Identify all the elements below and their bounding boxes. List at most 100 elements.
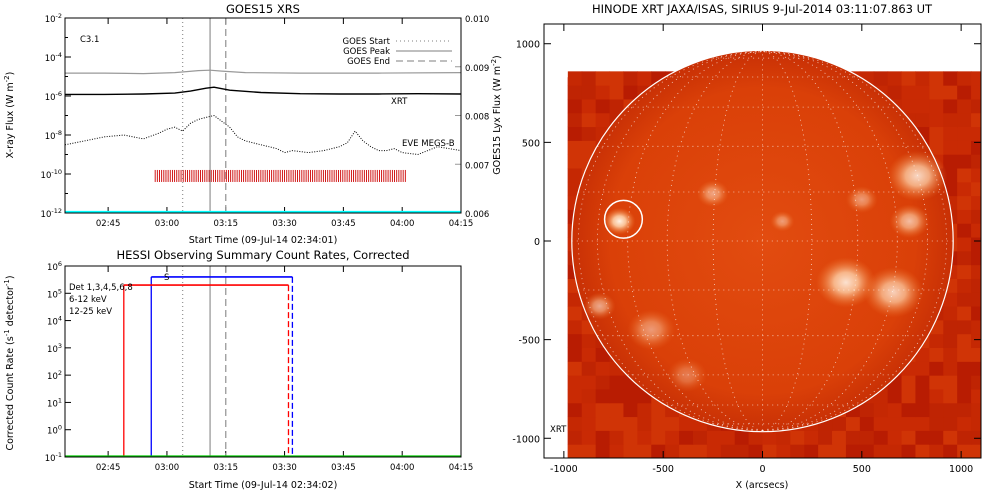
xrt-mottle-block (971, 71, 981, 86)
xrt-mottle-block (692, 444, 708, 458)
xrt-mottle-block (971, 375, 981, 390)
goes-y-tick-exp: -2 (56, 12, 62, 20)
goes-y-tick-label: 10-12 (41, 207, 62, 220)
goes-y-tick-base: 10 (45, 132, 56, 142)
bright-region (889, 204, 930, 239)
goes-x-tick-label: 03:45 (331, 219, 356, 229)
xrt-mottle-block (859, 430, 875, 445)
xrt-mottle-block (915, 85, 930, 100)
xrt-mottle-block (679, 444, 694, 458)
goes-right-tick-label: 0.006 (465, 210, 489, 220)
xrt-mottle-block (915, 430, 930, 445)
bright-region (696, 180, 729, 208)
goes-y-tick-label: 10-4 (45, 51, 62, 64)
xrt-mottle-block (943, 154, 958, 169)
xrt-mottle-block (567, 402, 583, 418)
xrt-mottle-block (915, 71, 930, 86)
goes-x-tick-label: 04:00 (390, 219, 415, 229)
hessi-y-tick-exp: 6 (58, 260, 62, 268)
goes-y-tick-base: 10 (45, 93, 56, 103)
xrt-mottle-block (957, 347, 972, 362)
xrt-mottle-block (637, 444, 652, 458)
xrt-mottle-block (957, 402, 972, 418)
goes-y-tick-exp: -6 (56, 90, 62, 98)
xrt-mottle-block (804, 444, 819, 458)
goes-x-tick-label: 03:00 (155, 219, 180, 229)
xrt-mottle-block (929, 333, 944, 349)
goes-right-axis: 0.010 0.009 0.008 0.007 0.006 (455, 15, 489, 220)
xrt-x-tick-label: 1000 (949, 464, 973, 475)
xrt-mottle-block (873, 430, 889, 445)
xrt-mottle-block (915, 388, 930, 404)
hessi-y-tick-base: 10 (47, 345, 58, 355)
xrt-mottle-block (859, 416, 875, 431)
hessi-y-tick-base: 10 (47, 399, 58, 409)
xrt-mottle-block (901, 98, 916, 114)
goes-y-tick-label: 10-8 (45, 129, 62, 142)
xrt-mottle-block (929, 388, 944, 404)
xrt-mottle-block (637, 402, 652, 418)
xrt-mottle-block (581, 402, 597, 418)
xrt-mottle-block (859, 402, 875, 418)
xrt-mottle-block (957, 319, 972, 335)
xrt-mottle-block (915, 402, 930, 418)
xrt-mottle-block (915, 112, 930, 128)
xrt-mottle-block (873, 71, 889, 86)
hessi-y-tick-label: 101 (47, 396, 62, 409)
xrt-mottle-block (971, 278, 981, 293)
xrt-mottle-block (581, 333, 597, 349)
xrt-mottle-block (720, 430, 736, 445)
xrt-mottle-block (971, 319, 981, 335)
grid-longitude-line (762, 51, 948, 431)
xrt-mottle-block (581, 416, 597, 431)
xrt-mottle-block (929, 402, 944, 418)
xrt-mottle-block (651, 416, 666, 431)
xrt-mottle-block (901, 375, 916, 390)
xrt-mottle-block (567, 388, 583, 404)
xrt-mottle-block (706, 444, 722, 458)
xrt-mottle-block (957, 126, 972, 141)
xrt-mottle-block (971, 361, 981, 376)
xrt-mottle-block (943, 319, 958, 335)
xrt-mottle-block (873, 444, 889, 458)
xrt-mottle-block (567, 154, 583, 169)
xrt-mottle-block (957, 264, 972, 279)
xrt-x-axis: -1000 -500 0 500 1000 (550, 24, 973, 475)
goes-lyx-series (65, 69, 461, 75)
xrt-mottle-block (609, 402, 624, 418)
xrt-mottle-block (609, 444, 624, 458)
bright-region (770, 211, 795, 232)
xrt-mottle-block (901, 85, 916, 100)
goes-y-tick-exp: -8 (56, 129, 62, 137)
xrt-mottle-block (581, 112, 597, 128)
hessi-y-label-e2: -1 (3, 279, 11, 286)
hessi-y-label-a: Corrected Count Rate (s (5, 336, 16, 450)
hessi-legend-12-25: 12-25 keV (69, 307, 112, 317)
goes-eve-label: EVE MEGS-B (402, 139, 455, 149)
xrt-mottle-block (567, 85, 583, 100)
xrt-y-tick-label: -500 (518, 336, 540, 347)
xrt-mottle-block (581, 140, 597, 155)
xrt-mottle-block (971, 85, 981, 100)
xrt-x-tick-label: 0 (759, 464, 765, 475)
xrt-mottle-block (929, 347, 944, 362)
hessi-x-tick-label: 02:45 (96, 463, 121, 473)
xrt-x-tick-label: 500 (853, 464, 871, 475)
bright-region (603, 207, 636, 235)
xrt-mottle-block (971, 416, 981, 431)
hessi-x-tick-label: 03:45 (331, 463, 356, 473)
xrt-mottle-block (943, 126, 958, 141)
hessi-y-tick-base: 10 (47, 318, 58, 328)
xrt-mottle-block (623, 71, 638, 86)
xrt-mottle-block (665, 430, 680, 445)
goes-y-tick-base: 10 (41, 171, 52, 181)
hessi-flag-s: S (164, 273, 169, 283)
xrt-mottle-block (595, 98, 611, 114)
xrt-mottle-block (609, 375, 624, 390)
xrt-mottle-block (567, 333, 583, 349)
xrt-y-tick-label: 1000 (516, 40, 540, 51)
xrt-mottle-block (971, 333, 981, 349)
xrt-mottle-block (957, 140, 972, 155)
xrt-mottle-block (887, 71, 903, 86)
xrt-mottle-block (915, 98, 930, 114)
